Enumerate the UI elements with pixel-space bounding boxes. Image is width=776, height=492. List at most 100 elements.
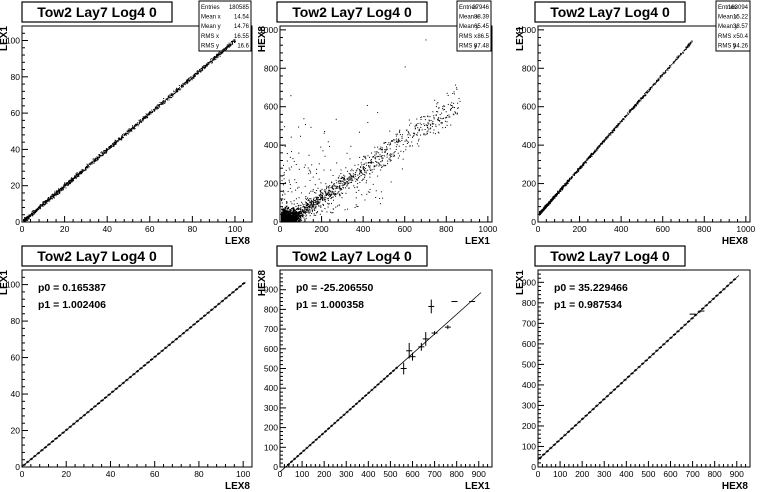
scatter-point — [363, 178, 365, 180]
scatter-point — [428, 119, 430, 121]
scatter-point — [77, 173, 79, 175]
scatter-point — [156, 108, 158, 110]
scatter-point — [206, 63, 208, 65]
scatter-point — [199, 68, 201, 70]
scatter-point — [96, 156, 98, 158]
scatter-point — [428, 123, 430, 125]
scatter-point — [115, 142, 117, 144]
scatter-point — [192, 76, 194, 78]
scatter-point — [333, 193, 335, 195]
scatter-point — [231, 40, 233, 42]
scatter-point — [112, 145, 114, 147]
scatter-point — [63, 186, 65, 188]
scatter-point — [291, 208, 293, 210]
scatter-point — [314, 209, 316, 211]
scatter-point — [52, 193, 54, 195]
scatter-point — [420, 117, 422, 119]
scatter-point — [287, 214, 289, 216]
scatter-point — [344, 209, 346, 211]
scatter-point — [441, 118, 443, 120]
scatter-point — [182, 82, 184, 84]
scatter-point — [130, 128, 132, 130]
scatter-point — [187, 79, 189, 81]
scatter-point — [321, 196, 323, 198]
scatter-point — [375, 197, 377, 199]
scatter-point — [619, 121, 621, 123]
scatter-point — [300, 192, 302, 194]
scatter-point — [438, 124, 440, 126]
scatter-point — [578, 168, 580, 170]
scatter-point — [427, 122, 429, 124]
scatter-point — [336, 185, 338, 187]
y-tick-label: 600 — [264, 102, 278, 112]
scatter-point — [334, 188, 336, 190]
scatter-point — [72, 180, 74, 182]
scatter-point — [332, 175, 334, 177]
scatter-point — [361, 173, 363, 175]
x-tick-label: 800 — [697, 224, 711, 234]
scatter-point — [57, 193, 59, 195]
scatter-point — [27, 217, 29, 219]
scatter-point — [381, 157, 383, 159]
scatter-point — [341, 176, 343, 178]
scatter-point — [155, 106, 157, 108]
scatter-point — [128, 129, 130, 131]
scatter-point — [224, 49, 226, 51]
scatter-point — [296, 215, 298, 217]
scatter-point — [70, 180, 72, 182]
x-tick-label: 80 — [194, 469, 204, 479]
scatter-point — [355, 175, 357, 177]
scatter-point — [391, 140, 393, 142]
scatter-point — [143, 116, 145, 118]
scatter-point — [687, 45, 689, 47]
scatter-point — [330, 197, 332, 199]
scatter-point — [313, 197, 315, 199]
scatter-point — [450, 108, 452, 110]
scatter-point — [358, 169, 360, 171]
scatter-point — [557, 191, 559, 193]
scatter-point — [23, 220, 25, 222]
scatter-point — [302, 210, 304, 212]
scatter-point — [124, 133, 126, 135]
scatter-point — [667, 68, 669, 70]
scatter-point — [302, 214, 304, 216]
scatter-point — [574, 172, 576, 174]
scatter-point — [176, 88, 178, 90]
y-tick-label: 800 — [522, 63, 536, 73]
scatter-point — [24, 217, 26, 219]
scatter-point — [565, 184, 567, 186]
scatter-point — [617, 123, 619, 125]
scatter-point — [665, 71, 667, 73]
scatter-point — [644, 93, 646, 95]
scatter-point — [378, 156, 380, 158]
scatter-point — [680, 53, 682, 55]
scatter-point — [646, 91, 648, 93]
scatter-point — [397, 157, 399, 159]
scatter-point — [285, 205, 287, 207]
scatter-point — [649, 88, 651, 90]
scatter-point — [157, 103, 159, 105]
scatter-point — [417, 132, 419, 134]
scatter-point — [50, 196, 52, 198]
scatter-point — [44, 201, 46, 203]
scatter-point — [282, 198, 284, 200]
scatter-point — [555, 195, 557, 197]
scatter-point — [70, 180, 72, 182]
scatter-point — [303, 211, 305, 213]
scatter-point — [561, 186, 563, 188]
scatter-point — [68, 182, 70, 184]
scatter-point — [44, 204, 46, 206]
scatter-point — [157, 106, 159, 108]
x-tick-label: 600 — [656, 224, 670, 234]
scatter-point — [89, 162, 91, 164]
scatter-point — [390, 155, 392, 157]
scatter-point — [292, 213, 295, 215]
scatter-point — [226, 44, 228, 46]
scatter-point — [364, 174, 366, 176]
scatter-point — [551, 199, 553, 201]
scatter-point — [51, 198, 53, 200]
scatter-point — [282, 183, 284, 185]
scatter-point — [66, 182, 68, 184]
scatter-point — [424, 134, 426, 136]
scatter-point — [181, 86, 183, 88]
